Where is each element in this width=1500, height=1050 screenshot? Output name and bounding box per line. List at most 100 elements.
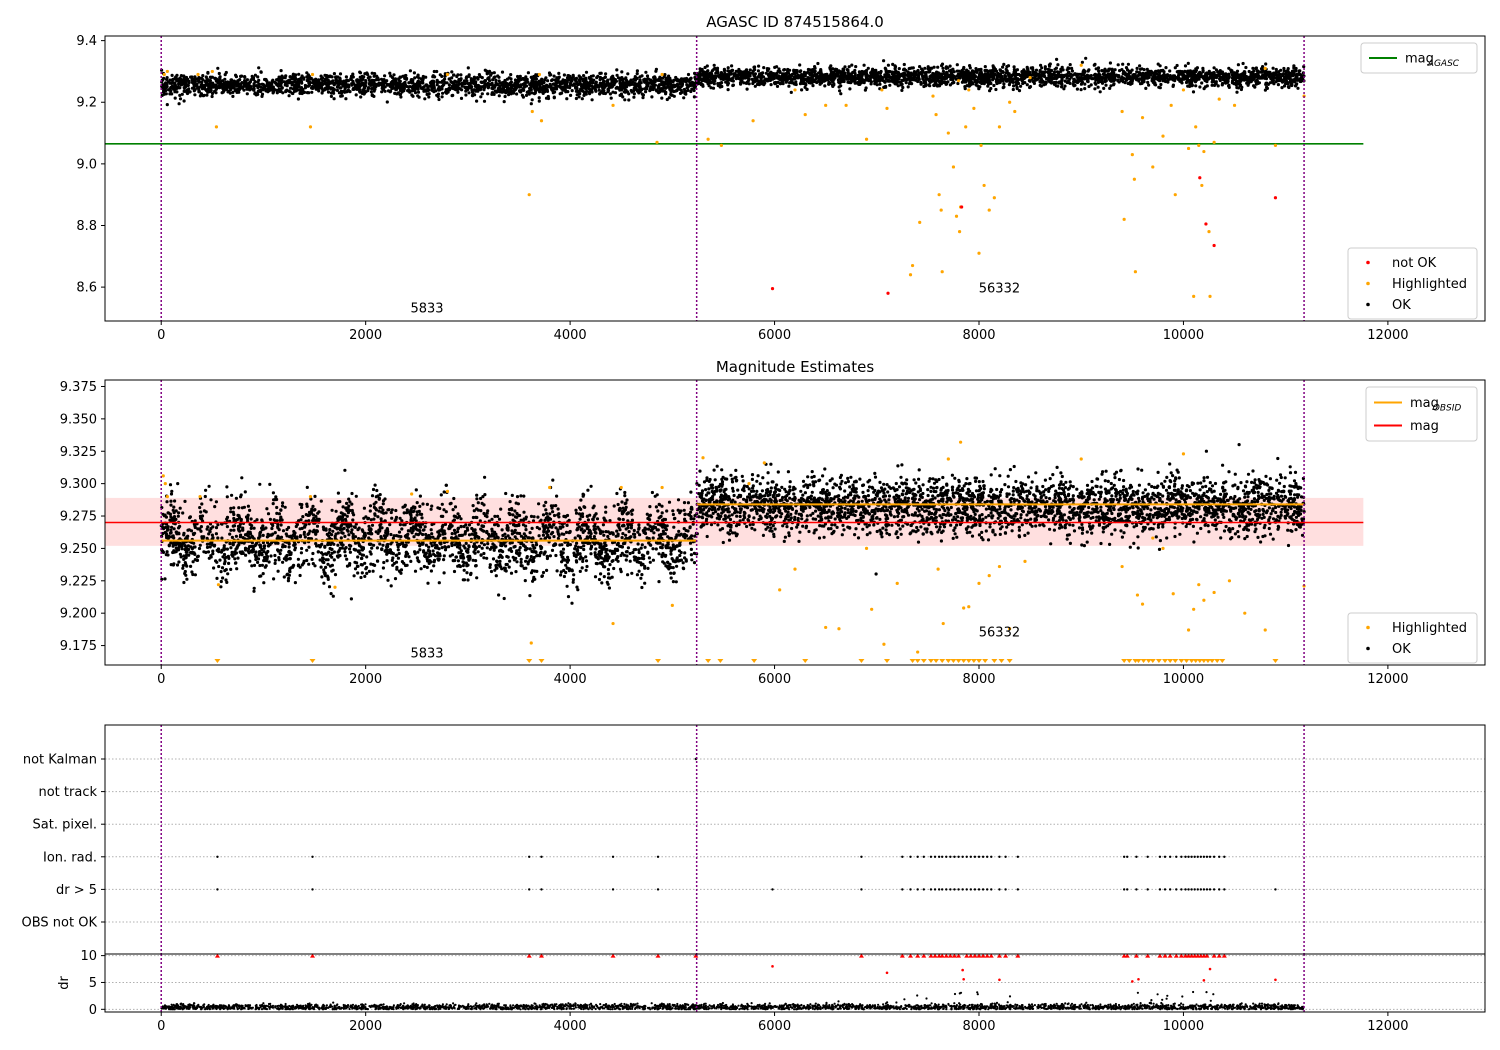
ok-point (773, 65, 777, 69)
highlighted-point (308, 125, 313, 129)
ok-point (314, 80, 319, 84)
ok-point (1225, 78, 1229, 82)
ok-point (934, 79, 938, 83)
ok-point (963, 87, 967, 91)
ok-point (1185, 77, 1189, 81)
ok-point (454, 83, 458, 87)
ok-point (897, 75, 901, 79)
ok-point (1254, 66, 1258, 71)
ok-point (1014, 80, 1018, 84)
ok-point (168, 81, 172, 85)
ok-point (854, 65, 858, 69)
ok-point (1101, 69, 1105, 73)
ok-point (879, 75, 884, 79)
ok-point (633, 83, 637, 87)
ok-point (951, 78, 955, 82)
ok-point (997, 81, 1001, 85)
ok-point (937, 75, 941, 79)
ok-point (344, 97, 348, 101)
ok-point (372, 74, 376, 78)
ok-point (503, 94, 507, 99)
ok-point (549, 84, 553, 88)
ok-point (501, 80, 506, 84)
ok-point (1080, 80, 1085, 84)
ok-point (234, 496, 238, 500)
ok-point (907, 67, 911, 71)
ok-point (216, 66, 220, 70)
ok-point (420, 79, 424, 84)
ok-point (1000, 77, 1004, 81)
ok-point (1125, 76, 1129, 80)
ok-point (574, 96, 579, 101)
ok-point (320, 86, 324, 91)
ok-point (566, 74, 570, 78)
ok-point (1286, 67, 1290, 71)
ok-point (460, 88, 464, 92)
ok-point (1022, 68, 1026, 72)
ok-point (560, 81, 564, 86)
ok-point (232, 86, 236, 90)
ok-point (570, 89, 574, 93)
ok-point (425, 84, 429, 88)
ok-point (501, 87, 505, 91)
ok-point (611, 74, 615, 78)
y-tick-label: 9.2 (76, 96, 97, 111)
ok-point (811, 84, 815, 88)
ok-point (724, 74, 728, 78)
ok-point (1195, 66, 1199, 70)
ok-point (1025, 65, 1029, 69)
ok-point (1226, 73, 1230, 77)
ok-point (1224, 81, 1228, 85)
ok-point (768, 74, 772, 78)
ok-point (972, 76, 976, 80)
y-tick-label: 8.8 (76, 219, 97, 234)
ok-point (781, 79, 785, 83)
ok-point (875, 74, 879, 78)
ok-point (615, 68, 619, 72)
ok-point (619, 76, 623, 80)
ok-point (1290, 83, 1294, 88)
ok-point (849, 72, 854, 76)
ok-point (590, 88, 594, 92)
ok-point (1238, 78, 1242, 82)
ok-point (1161, 77, 1165, 81)
ok-point (906, 85, 910, 89)
ok-point (638, 78, 642, 82)
ok-point (678, 81, 682, 86)
ok-point (504, 91, 508, 95)
ok-point (752, 65, 756, 69)
ok-point (666, 77, 670, 81)
ok-point (971, 70, 975, 74)
ok-point (864, 69, 868, 73)
ok-point (691, 81, 695, 85)
ok-point (499, 90, 503, 94)
ok-point (638, 75, 642, 79)
ok-point (406, 85, 410, 89)
ok-point (1220, 83, 1224, 87)
ok-point (325, 87, 329, 91)
ok-point (550, 78, 555, 82)
ok-point (199, 83, 203, 87)
ok-point (250, 74, 254, 78)
ok-point (1063, 73, 1067, 77)
ok-point (575, 93, 579, 97)
ok-point (367, 75, 371, 79)
ok-point (829, 73, 833, 77)
ok-point (885, 71, 889, 75)
ok-point (265, 507, 269, 511)
ok-point (1183, 64, 1188, 68)
ok-point (381, 79, 385, 83)
ok-point (620, 70, 624, 74)
ok-point (686, 85, 690, 89)
obsid-label: 5833 (410, 302, 443, 317)
ok-point (224, 70, 228, 75)
ok-point (1247, 81, 1251, 85)
ok-point (423, 88, 427, 92)
ok-point (916, 68, 920, 73)
ok-point (196, 86, 200, 90)
ok-point (462, 79, 467, 83)
ok-point (423, 97, 427, 101)
highlighted-point (803, 112, 807, 117)
ok-point (846, 68, 850, 72)
ok-point (221, 90, 225, 94)
